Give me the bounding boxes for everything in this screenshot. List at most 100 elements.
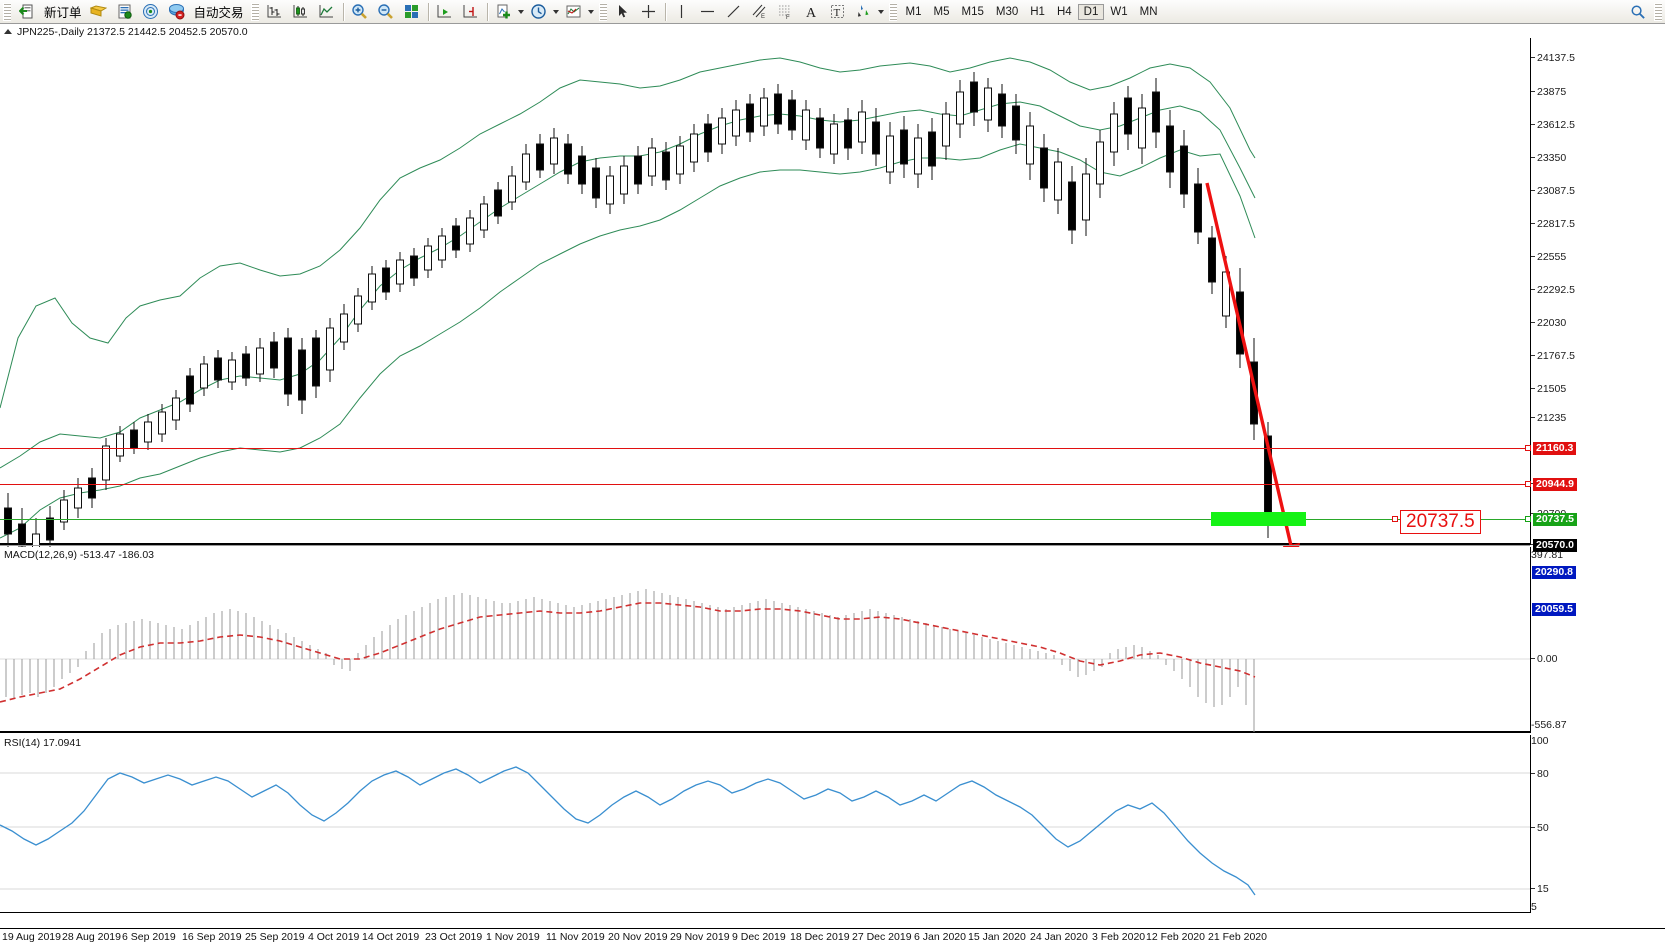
candle [676, 136, 684, 184]
templates-dropdown-caret[interactable] [587, 1, 596, 23]
toolbar-grip-4[interactable] [888, 2, 897, 21]
timeframe-mn[interactable]: MN [1139, 5, 1158, 18]
price-label-20944[interactable]: 20944.9 [1533, 478, 1577, 491]
line-handle-20737[interactable] [1525, 516, 1531, 522]
zoom-out-icon[interactable] [373, 1, 399, 23]
vline-icon[interactable] [669, 1, 695, 23]
terminal-icon[interactable] [112, 1, 138, 23]
toolbar-grip-5[interactable] [1654, 2, 1662, 21]
shapes-dropdown-caret[interactable] [877, 1, 886, 23]
candle [1054, 148, 1062, 214]
date-tick: 1 Nov 2019 [486, 931, 540, 943]
resistance-line-20944[interactable] [0, 484, 1530, 485]
hline-icon[interactable] [695, 1, 721, 23]
candle [480, 196, 488, 238]
folder-icon[interactable] [86, 1, 112, 23]
new-order-icon[interactable] [14, 1, 40, 23]
chart-area[interactable]: 20737.5 多空转折点 24137.5 23875 23612.5 2335… [0, 38, 1665, 928]
candle [704, 114, 712, 162]
toolbar-grip-2[interactable] [250, 2, 259, 21]
line-handle-20944[interactable] [1525, 481, 1531, 487]
candle [1110, 102, 1118, 166]
search-icon[interactable] [1625, 1, 1651, 23]
line-chart-icon[interactable] [314, 1, 340, 23]
candle [1040, 134, 1048, 202]
candle [718, 108, 726, 154]
price-pane[interactable] [0, 38, 1530, 580]
indicators-dropdown-caret[interactable] [517, 1, 526, 23]
shapes-icon[interactable] [851, 1, 877, 23]
candle [4, 493, 12, 550]
text-label-icon[interactable]: T [825, 1, 851, 23]
candle [592, 158, 600, 208]
timeframe-m15[interactable]: M15 [961, 5, 984, 18]
toolbar-separator-3 [486, 2, 488, 21]
candle [858, 100, 866, 154]
candle [60, 490, 68, 530]
candle [550, 128, 558, 174]
macd-axis[interactable]: 397.81 0.00 -556.87 [1530, 547, 1665, 733]
autotrading-icon[interactable] [164, 1, 190, 23]
toolbar-separator-4 [664, 2, 666, 21]
equidistant-channel-icon[interactable]: E [747, 1, 773, 23]
toolbar-grip-3[interactable] [598, 2, 607, 21]
timeframe-m5[interactable]: M5 [933, 5, 950, 18]
candle [634, 146, 642, 194]
price-axis[interactable]: 24137.5 23875 23612.5 23350 23087.5 2281… [1530, 38, 1665, 552]
timeframe-m1[interactable]: M1 [905, 5, 922, 18]
price-label-20570[interactable]: 20570.0 [1533, 539, 1577, 552]
indicators-icon[interactable] [491, 1, 517, 23]
rsi-pane[interactable]: RSI(14) 17.0941 [0, 735, 1530, 913]
callout-anchor-handle[interactable] [1392, 516, 1398, 522]
macd-pane[interactable]: MACD(12,26,9) -513.47 -186.03 [0, 547, 1530, 733]
candle [46, 506, 54, 550]
price-callout-20737[interactable]: 20737.5 [1400, 510, 1481, 534]
timeframe-h1[interactable]: H1 [1030, 5, 1045, 18]
line-handle-21160[interactable] [1525, 445, 1531, 451]
timeframe-m30[interactable]: M30 [995, 5, 1019, 18]
period-dropdown-caret[interactable] [552, 1, 561, 23]
date-tick: 29 Nov 2019 [670, 931, 730, 943]
timeframe-d1[interactable]: D1 [1077, 3, 1105, 20]
trendline-icon[interactable] [721, 1, 747, 23]
period-icon[interactable] [526, 1, 552, 23]
crosshair-icon[interactable] [636, 1, 662, 23]
price-tick: 24137.5 [1531, 52, 1575, 64]
support-line-20737[interactable] [0, 519, 1530, 520]
timeframe-w1[interactable]: W1 [1110, 5, 1128, 18]
fibo-icon[interactable]: F [773, 1, 799, 23]
new-order-label[interactable]: 新订单 [44, 6, 82, 20]
candle [242, 346, 250, 386]
cursor-icon[interactable] [610, 1, 636, 23]
chart-shift-icon[interactable] [432, 1, 458, 23]
price-label-20290[interactable]: 20290.8 [1532, 566, 1576, 579]
rsi-axis[interactable]: 100 80 50 15 5 [1530, 735, 1665, 913]
highlight-zone-rectangle[interactable] [1211, 512, 1306, 526]
navigator-icon[interactable] [138, 1, 164, 23]
price-label-20059[interactable]: 20059.5 [1532, 603, 1576, 616]
macd-tick: 397.81 [1531, 549, 1564, 561]
candle [144, 414, 152, 450]
autotrading-label[interactable]: 自动交易 [193, 6, 244, 20]
text-icon[interactable]: A [799, 1, 825, 23]
collapse-triangle-icon[interactable] [4, 29, 12, 34]
candlestick-chart-icon[interactable] [288, 1, 314, 23]
price-label-20737[interactable]: 20737.5 [1533, 513, 1577, 526]
date-tick: 3 Feb 2020 [1092, 931, 1146, 943]
date-tick: 24 Jan 2020 [1030, 931, 1088, 943]
candle [802, 100, 810, 150]
zoom-in-icon[interactable] [347, 1, 373, 23]
bollinger-upper-band [0, 57, 1256, 409]
price-tick: 23612.5 [1531, 119, 1575, 131]
templates-icon[interactable] [561, 1, 587, 23]
bar-chart-icon[interactable] [262, 1, 288, 23]
price-label-21160[interactable]: 21160.3 [1533, 442, 1577, 455]
auto-scroll-icon[interactable] [458, 1, 484, 23]
toolbar-grip[interactable] [3, 2, 11, 21]
candle [984, 78, 992, 132]
timeframe-h4[interactable]: H4 [1056, 5, 1072, 18]
date-axis[interactable]: 19 Aug 2019 28 Aug 2019 6 Sep 2019 16 Se… [0, 928, 1665, 947]
candle [872, 108, 880, 166]
resistance-line-21160[interactable] [0, 448, 1530, 449]
tile-windows-icon[interactable] [399, 1, 425, 23]
